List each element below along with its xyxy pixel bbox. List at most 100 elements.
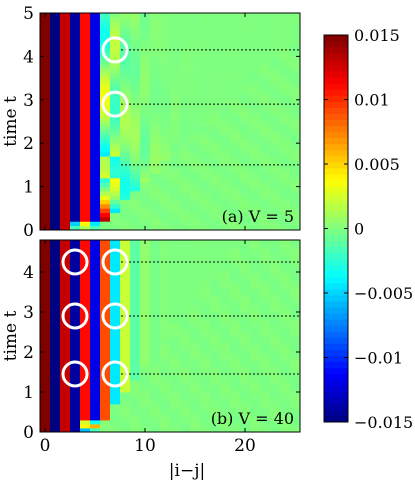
heatmap-cell — [160, 308, 171, 313]
heatmap-cell — [110, 404, 121, 409]
heatmap-cell — [110, 428, 121, 433]
heatmap-cell — [170, 221, 181, 227]
heatmap-cell — [70, 356, 81, 361]
colorbar-tick-label: 0.005 — [354, 155, 400, 174]
heatmap-cell — [240, 203, 251, 209]
heatmap-cell — [270, 244, 281, 249]
heatmap-cell — [250, 173, 261, 179]
heatmap-cell — [70, 260, 81, 265]
heatmap-cell — [230, 392, 241, 397]
colorbar-step — [324, 415, 348, 423]
heatmap-cell — [230, 308, 241, 313]
heatmap-cell — [70, 336, 81, 341]
heatmap-cell — [220, 340, 231, 345]
heatmap-cell — [130, 264, 141, 269]
heatmap-cell — [170, 380, 181, 385]
heatmap-cell — [50, 424, 61, 429]
heatmap-cell — [170, 320, 181, 325]
heatmap-cell — [80, 156, 91, 161]
heatmap-cell — [120, 316, 131, 321]
heatmap-cell — [70, 320, 81, 325]
heatmap-cell — [170, 416, 181, 421]
heatmap-cell — [280, 384, 291, 389]
colorbar-step — [324, 270, 348, 278]
heatmap-cell — [70, 424, 81, 429]
heatmap-cell — [200, 244, 211, 249]
heatmap-cell — [180, 368, 191, 373]
heatmap-cell — [210, 65, 221, 70]
heatmap-cell — [80, 39, 91, 44]
heatmap-cell — [80, 47, 91, 53]
heatmap-cell — [250, 195, 261, 201]
heatmap-cell — [200, 428, 211, 433]
heatmap-cell — [50, 316, 61, 321]
heatmap-cell — [290, 216, 301, 222]
heatmap-cell — [100, 203, 111, 209]
heatmap-cell — [200, 182, 211, 187]
heatmap-cell — [200, 216, 211, 222]
heatmap-cell — [80, 356, 91, 361]
heatmap-cell — [40, 280, 51, 285]
heatmap-cell — [130, 190, 141, 196]
colorbar-step — [324, 403, 348, 411]
heatmap-cell — [80, 130, 91, 135]
heatmap-cell — [90, 169, 101, 174]
heatmap-cell — [90, 112, 101, 118]
heatmap-cell — [230, 164, 241, 170]
heatmap-cell — [90, 252, 101, 257]
heatmap-cell — [140, 117, 151, 122]
heatmap-cell — [230, 280, 241, 285]
heatmap-cell — [40, 308, 51, 313]
heatmap-cell — [120, 160, 131, 166]
heatmap-cell — [280, 34, 291, 40]
heatmap-cell — [160, 60, 171, 66]
heatmap-cell — [130, 364, 141, 369]
heatmap-cell — [230, 304, 241, 309]
heatmap-cell — [60, 130, 71, 135]
heatmap-cell — [130, 384, 141, 389]
heatmap-cell — [80, 138, 91, 144]
heatmap-cell — [70, 30, 81, 36]
heatmap-cell — [140, 186, 151, 192]
heatmap-cell — [240, 292, 251, 297]
heatmap-cell — [60, 30, 71, 36]
heatmap-cell — [190, 388, 201, 393]
heatmap-cell — [80, 392, 91, 397]
heatmap-cell — [170, 91, 181, 96]
heatmap-cell — [290, 91, 301, 96]
heatmap-cell — [260, 420, 271, 425]
heatmap-cell — [40, 47, 51, 53]
heatmap-cell — [280, 336, 291, 341]
heatmap-cell — [60, 112, 71, 118]
heatmap-cell — [170, 169, 181, 174]
heatmap-cell — [160, 296, 171, 301]
heatmap-cell — [280, 324, 291, 329]
heatmap-cell — [150, 91, 161, 96]
heatmap-cell — [110, 240, 121, 245]
heatmap-cell — [40, 260, 51, 265]
heatmap-cell — [150, 304, 161, 309]
heatmap-cell — [210, 108, 221, 114]
heatmap-cell — [200, 212, 211, 218]
heatmap-cell — [110, 190, 121, 196]
heatmap-cell — [140, 388, 151, 393]
heatmap-cell — [250, 26, 261, 31]
heatmap-cell — [240, 388, 251, 393]
heatmap-cell — [190, 151, 201, 157]
heatmap-cell — [180, 169, 191, 174]
heatmap-cell — [190, 208, 201, 214]
heatmap-cell — [270, 368, 281, 373]
heatmap-cell — [180, 138, 191, 144]
heatmap-cell — [220, 276, 231, 281]
heatmap-cell — [140, 52, 151, 57]
heatmap-cell — [230, 21, 241, 27]
heatmap-cell — [260, 348, 271, 353]
heatmap-cell — [150, 348, 161, 353]
heatmap-cell — [220, 186, 231, 192]
colorbar-step — [324, 343, 348, 350]
heatmap-cell — [270, 424, 281, 429]
heatmap-cell — [90, 151, 101, 157]
heatmap-cell — [130, 147, 141, 153]
heatmap-cell — [280, 130, 291, 135]
heatmap-cell — [220, 17, 231, 23]
